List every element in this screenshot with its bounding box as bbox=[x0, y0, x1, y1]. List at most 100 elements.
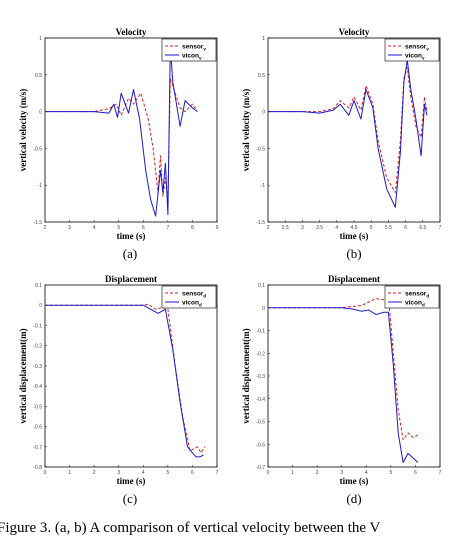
chart4-y-axis-label: vertical displacement(m) bbox=[241, 328, 251, 423]
chart2-x-tick-label: 4.5 bbox=[351, 225, 358, 231]
chart2-legend-label-vicon: viconv bbox=[405, 53, 425, 61]
chart3-y-axis-label: vertical displacement(m) bbox=[18, 328, 28, 423]
chart4-x-tick-label: 4 bbox=[365, 470, 368, 476]
chart4-series-sensor-line bbox=[268, 295, 419, 441]
chart3-x-tick-label: 3 bbox=[117, 470, 120, 476]
chart4-x-axis-label: time (s) bbox=[340, 476, 369, 486]
chart1-y-tick-label: -0.5 bbox=[33, 146, 42, 152]
chart4-legend-label-vicon: vicond bbox=[405, 300, 425, 308]
chart3-legend-label-vicon: vicond bbox=[182, 300, 202, 308]
chart2-panel-label: (b) bbox=[346, 246, 361, 261]
chart3-plot-frame bbox=[44, 284, 218, 468]
chart2-x-tick-label: 7 bbox=[439, 225, 442, 231]
chart2-x-tick-label: 2 bbox=[267, 225, 270, 231]
chart2-y-tick-label: -1.5 bbox=[256, 220, 265, 226]
chart1-x-tick-label: 5 bbox=[117, 225, 120, 231]
chart3-y-tick-label: -0.3 bbox=[33, 364, 42, 370]
chart4-y-tick-label: -0.2 bbox=[256, 351, 265, 357]
chart3-x-tick-label: 0 bbox=[44, 470, 47, 476]
chart2-series-vicon-line bbox=[268, 59, 428, 208]
chart1-x-tick-label: 2 bbox=[44, 225, 47, 231]
chart3-y-tick-label: -0.1 bbox=[33, 323, 42, 329]
chart2-plot-frame bbox=[267, 37, 441, 223]
chart2-series-sensor-line bbox=[268, 66, 428, 194]
figure-caption: Figure 3. (a, b) A comparison of vertica… bbox=[0, 520, 381, 536]
chart3-x-tick-label: 2 bbox=[93, 470, 96, 476]
chart2-y-tick-label: -0.5 bbox=[256, 146, 265, 152]
chart2-y-axis-label: vertical velocity (m/s) bbox=[241, 89, 251, 171]
chart1-y-tick-label: 1 bbox=[39, 36, 42, 42]
chart4-panel-label: (d) bbox=[346, 491, 361, 506]
chart4-x-tick-label: 3 bbox=[340, 470, 343, 476]
chart4-y-tick-label: -0.7 bbox=[256, 465, 265, 471]
chart3-y-tick-label: -0.4 bbox=[33, 384, 42, 390]
chart1-y-axis-label: vertical velocity (m/s) bbox=[18, 89, 28, 171]
chart1-panel-label: (a) bbox=[123, 246, 137, 261]
chart3-y-tick-label: -0.2 bbox=[33, 344, 42, 350]
chart1-x-tick-label: 7 bbox=[166, 225, 169, 231]
chart4-y-tick-label: -0.6 bbox=[256, 442, 265, 448]
chart4-legend-label-sensor: sensord bbox=[405, 291, 429, 299]
chart2-x-tick-label: 6.5 bbox=[419, 225, 426, 231]
chart3-series-vicon-line bbox=[45, 304, 204, 458]
chart2-x-tick-label: 5 bbox=[370, 225, 373, 231]
chart1-x-axis-label: time (s) bbox=[117, 231, 146, 241]
chart4-plot-frame bbox=[267, 284, 441, 468]
chart3-panel-label: (c) bbox=[123, 491, 137, 506]
chart2-x-tick-label: 4 bbox=[335, 225, 338, 231]
chart3-y-tick-label: 0.1 bbox=[35, 283, 42, 289]
chart3-y-tick-label: 0 bbox=[39, 303, 42, 309]
chart4-title: Displacement bbox=[328, 274, 380, 284]
chart3-x-tick-label: 4 bbox=[142, 470, 145, 476]
chart3-series-sensor-line bbox=[45, 303, 206, 454]
chart1-y-tick-label: -1.5 bbox=[33, 220, 42, 226]
chart2-title: Velocity bbox=[339, 27, 370, 37]
chart1-x-tick-label: 6 bbox=[142, 225, 145, 231]
chart4-y-tick-label: -0.3 bbox=[256, 374, 265, 380]
chart1-legend-label-sensor: sensorv bbox=[182, 44, 206, 52]
chart1-legend-label-vicon: viconv bbox=[182, 53, 202, 61]
chart3-x-axis-label: time (s) bbox=[117, 476, 146, 486]
chart1-plot-frame bbox=[44, 37, 218, 223]
chart4-x-tick-label: 7 bbox=[439, 470, 442, 476]
chart1-x-tick-label: 9 bbox=[216, 225, 219, 231]
chart2-y-tick-label: -1 bbox=[261, 183, 266, 189]
chart1-y-tick-label: 0 bbox=[39, 110, 42, 116]
chart4-series-vicon-line bbox=[268, 307, 419, 463]
chart1-x-tick-label: 4 bbox=[93, 225, 96, 231]
chart4-y-tick-label: 0.1 bbox=[258, 283, 265, 289]
chart3-x-tick-label: 5 bbox=[166, 470, 169, 476]
chart1-x-tick-label: 8 bbox=[191, 225, 194, 231]
chart2-x-tick-label: 2.5 bbox=[282, 225, 289, 231]
chart2-x-tick-label: 5.5 bbox=[385, 225, 392, 231]
chart4-x-tick-label: 0 bbox=[267, 470, 270, 476]
chart3-x-tick-label: 7 bbox=[216, 470, 219, 476]
chart2-y-tick-label: 1 bbox=[262, 36, 265, 42]
chart2-y-tick-label: 0.5 bbox=[258, 73, 265, 79]
chart3-x-tick-label: 1 bbox=[68, 470, 71, 476]
chart1-series-vicon-line bbox=[45, 44, 198, 217]
chart4-x-tick-label: 1 bbox=[291, 470, 294, 476]
chart1-x-tick-label: 3 bbox=[68, 225, 71, 231]
chart1-y-tick-label: 0.5 bbox=[35, 73, 42, 79]
chart3-title: Displacement bbox=[105, 274, 157, 284]
chart1-y-tick-label: -1 bbox=[38, 183, 43, 189]
chart4-y-tick-label: -0.5 bbox=[256, 420, 265, 426]
chart2-x-tick-label: 6 bbox=[404, 225, 407, 231]
chart4-x-tick-label: 5 bbox=[389, 470, 392, 476]
chart2-x-axis-label: time (s) bbox=[340, 231, 369, 241]
chart1-title: Velocity bbox=[116, 27, 147, 37]
chart2-legend-label-sensor: sensorv bbox=[405, 44, 429, 52]
chart4-y-tick-label: -0.4 bbox=[256, 397, 265, 403]
chart4-y-tick-label: -0.1 bbox=[256, 329, 265, 335]
chart3-y-tick-label: -0.7 bbox=[33, 445, 42, 451]
chart3-legend-label-sensor: sensord bbox=[182, 291, 206, 299]
chart3-y-tick-label: -0.5 bbox=[33, 404, 42, 410]
chart4-y-tick-label: 0 bbox=[262, 306, 265, 312]
chart2-x-tick-label: 3.5 bbox=[316, 225, 323, 231]
chart2-x-tick-label: 3 bbox=[301, 225, 304, 231]
chart3-y-tick-label: -0.8 bbox=[33, 465, 42, 471]
chart4-x-tick-label: 2 bbox=[316, 470, 319, 476]
chart4-x-tick-label: 6 bbox=[414, 470, 417, 476]
